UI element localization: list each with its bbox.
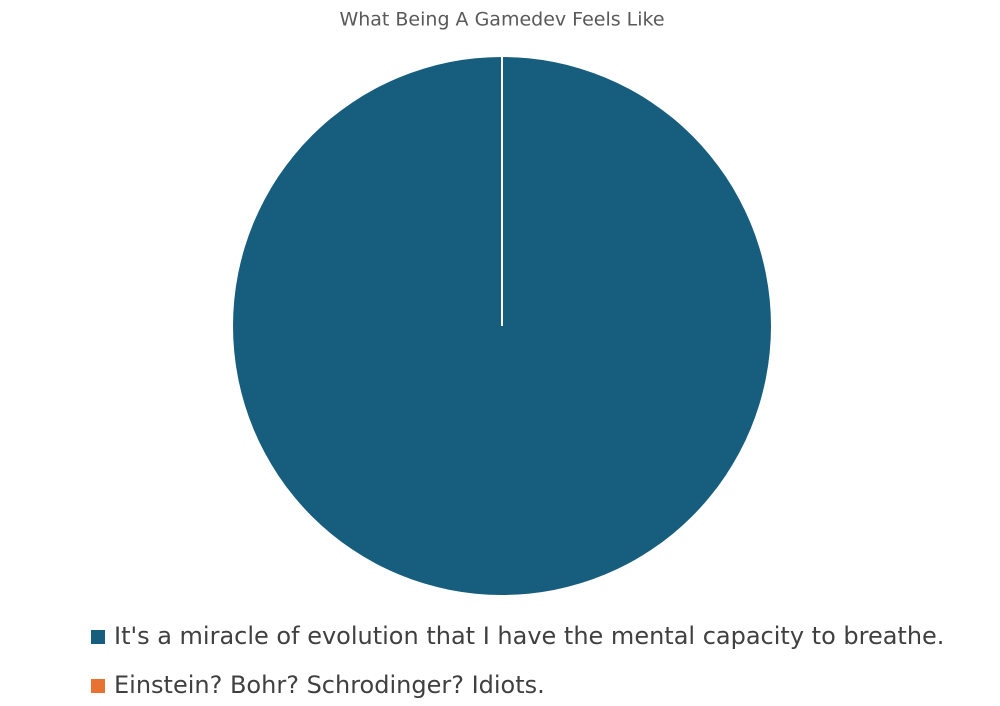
chart-title: What Being A Gamedev Feels Like <box>339 9 664 31</box>
legend-label: Einstein? Bohr? Schrodinger? Idiots. <box>114 671 545 699</box>
legend-swatch <box>91 679 105 693</box>
legend-swatch <box>91 630 105 644</box>
legend-label: It's a miracle of evolution that I have … <box>114 622 944 650</box>
